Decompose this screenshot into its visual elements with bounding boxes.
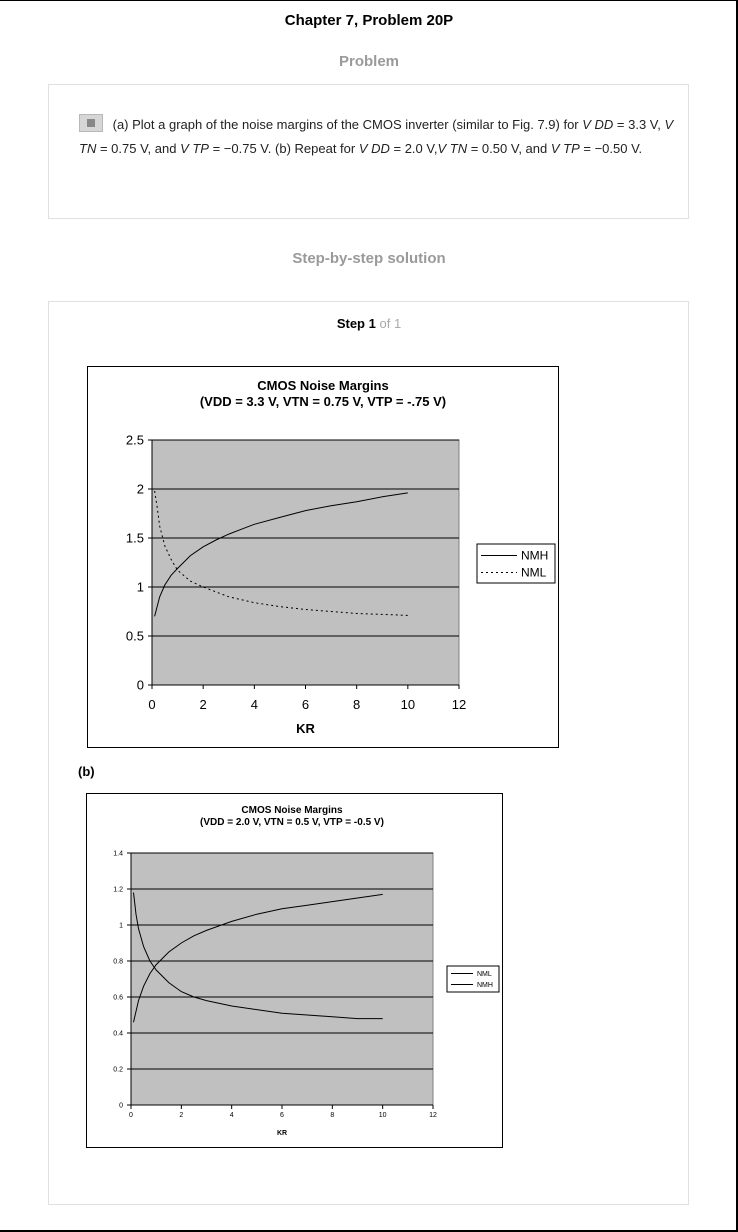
chart-a-frame: CMOS Noise Margins (VDD = 3.3 V, VTN = 0.… [87, 366, 559, 748]
x-tick-label: 12 [429, 1112, 437, 1119]
legend-label: NMH [521, 549, 548, 563]
image-placeholder-icon [79, 114, 103, 132]
x-tick-label: 0 [129, 1112, 133, 1119]
y-tick-label: 0 [119, 1102, 123, 1109]
chart-b: CMOS Noise Margins(VDD = 2.0 V, VTN = 0.… [113, 805, 500, 1137]
right-border [736, 0, 738, 1232]
problem-text-segment: V DD [358, 141, 390, 156]
y-tick-label: 1 [137, 580, 144, 595]
x-tick-label: 8 [330, 1112, 334, 1119]
x-tick-label: 6 [280, 1112, 284, 1119]
problem-text-segment: V DD [582, 117, 614, 132]
problem-text-segment: = 0.50 V, and [467, 141, 551, 156]
y-tick-label: 0.6 [113, 994, 123, 1001]
y-tick-label: 0.8 [113, 958, 123, 965]
legend-label: NML [521, 566, 547, 580]
legend-box [446, 965, 500, 993]
y-tick-label: 2.5 [126, 433, 144, 448]
plot-area [130, 852, 434, 1106]
x-tick-label: 12 [452, 697, 466, 712]
step-word: Step [336, 316, 365, 331]
y-tick-label: 0.4 [113, 1030, 123, 1037]
problem-text-segment: (a) Plot a graph of the noise margins of… [112, 117, 583, 132]
y-tick-label: 2 [137, 482, 144, 497]
y-tick-label: 1 [119, 922, 123, 929]
x-tick-label: 4 [251, 697, 258, 712]
solution-heading: Step-by-step solution [292, 250, 446, 267]
x-axis-label: KR [296, 721, 315, 736]
x-tick-label: 10 [401, 697, 415, 712]
bottom-border [0, 1230, 738, 1232]
series-line-nmh [154, 492, 408, 617]
chart-a: CMOS Noise Margins(VDD = 3.3 V, VTN = 0.… [126, 378, 556, 736]
y-tick-label: 1.5 [126, 531, 144, 546]
y-tick-label: 1.4 [113, 850, 123, 857]
chart-subtitle: (VDD = 3.3 V, VTN = 0.75 V, VTP = -.75 V… [200, 394, 446, 409]
legend-label: NMH [477, 982, 493, 989]
problem-text-segment: = 0.75 V, and [96, 141, 181, 156]
top-border [0, 0, 738, 1]
x-tick-label: 2 [200, 697, 207, 712]
x-tick-label: 8 [353, 697, 360, 712]
chart-title: CMOS Noise Margins [257, 378, 388, 393]
step-number: 1 [368, 316, 376, 331]
y-tick-label: 0 [137, 678, 144, 693]
x-tick-label: 4 [230, 1112, 234, 1119]
problem-text-segment: = 2.0 V, [389, 141, 438, 156]
plot-area [151, 439, 460, 686]
problem-text-segment: = −0.75 V. (b) Repeat for [208, 141, 359, 156]
y-tick-label: 0.5 [126, 629, 144, 644]
x-tick-label: 10 [379, 1112, 387, 1119]
problem-text-segment: V TN [79, 117, 674, 156]
problem-heading: Problem [338, 53, 399, 70]
legend-label: NML [477, 971, 492, 978]
problem-text-segment: V TP [180, 141, 209, 156]
problem-text: (a) Plot a graph of the noise margins of… [79, 113, 679, 161]
y-tick-label: 1.2 [113, 886, 123, 893]
problem-text-segment: = −0.50 V. [579, 141, 643, 156]
x-tick-label: 6 [302, 697, 309, 712]
series-line-nml [133, 892, 383, 1020]
problem-text-segment: = 3.3 V, [613, 117, 665, 132]
y-tick-label: 0.2 [113, 1066, 123, 1073]
x-tick-label: 2 [179, 1112, 183, 1119]
part-b-label: (b) [78, 764, 95, 779]
problem-card: (a) Plot a graph of the noise margins of… [48, 84, 689, 219]
chart-subtitle: (VDD = 2.0 V, VTN = 0.5 V, VTP = -0.5 V) [200, 817, 384, 828]
series-line-nmh [133, 893, 383, 1023]
problem-text-segment: V TN [437, 141, 468, 156]
step-of: of 1 [379, 316, 402, 331]
chart-b-frame: CMOS Noise Margins (VDD = 2.0 V, VTN = 0.… [86, 793, 503, 1148]
page-title: Chapter 7, Problem 20P [284, 12, 454, 29]
x-tick-label: 0 [148, 697, 155, 712]
problem-text-segment: V TP [550, 141, 580, 156]
chart-title: CMOS Noise Margins [241, 805, 343, 816]
step-indicator: Step 1 of 1 [49, 316, 689, 331]
legend-box [476, 543, 556, 584]
x-axis-label: KR [277, 1130, 287, 1137]
